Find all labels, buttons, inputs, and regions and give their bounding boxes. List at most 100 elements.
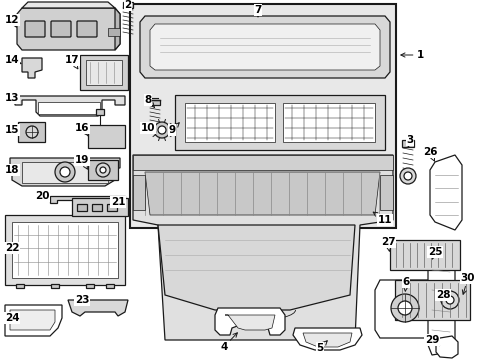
Bar <box>106 284 114 288</box>
Polygon shape <box>22 162 108 183</box>
Bar <box>77 203 87 211</box>
Text: 26: 26 <box>422 147 436 161</box>
Polygon shape <box>22 58 42 78</box>
Polygon shape <box>50 196 125 203</box>
Polygon shape <box>12 222 118 278</box>
Bar <box>401 139 413 147</box>
Text: 28: 28 <box>435 290 449 300</box>
Text: 25: 25 <box>427 247 441 259</box>
Polygon shape <box>88 160 118 180</box>
Polygon shape <box>158 225 354 310</box>
Polygon shape <box>10 158 120 186</box>
Polygon shape <box>86 60 122 85</box>
FancyBboxPatch shape <box>25 21 45 37</box>
Polygon shape <box>15 96 125 116</box>
Polygon shape <box>394 280 469 320</box>
Polygon shape <box>435 336 457 358</box>
Polygon shape <box>184 103 274 142</box>
Polygon shape <box>5 215 125 285</box>
Polygon shape <box>145 172 379 215</box>
Circle shape <box>55 162 75 182</box>
Circle shape <box>440 291 458 309</box>
Polygon shape <box>379 175 392 210</box>
FancyBboxPatch shape <box>77 21 97 37</box>
Text: 5: 5 <box>316 341 326 353</box>
Circle shape <box>60 167 70 177</box>
Bar <box>130 4 395 228</box>
Text: 22: 22 <box>5 243 19 253</box>
Polygon shape <box>72 198 128 216</box>
Text: 11: 11 <box>372 212 391 225</box>
Text: 3: 3 <box>406 135 413 147</box>
Text: 14: 14 <box>5 55 21 65</box>
Polygon shape <box>389 240 459 270</box>
Polygon shape <box>133 175 145 210</box>
Text: 27: 27 <box>380 237 394 251</box>
Circle shape <box>100 167 106 173</box>
Polygon shape <box>427 250 454 355</box>
Text: 4: 4 <box>220 333 237 352</box>
Circle shape <box>399 168 415 184</box>
Polygon shape <box>38 102 100 114</box>
Text: 20: 20 <box>35 191 50 201</box>
Polygon shape <box>292 328 361 350</box>
Bar <box>92 203 102 211</box>
Polygon shape <box>150 24 379 70</box>
Polygon shape <box>68 300 128 316</box>
Text: 8: 8 <box>144 95 154 107</box>
Text: 18: 18 <box>5 165 19 175</box>
Bar <box>150 99 160 104</box>
Polygon shape <box>10 310 55 330</box>
Polygon shape <box>115 8 120 50</box>
Polygon shape <box>133 155 392 170</box>
Bar <box>107 203 117 211</box>
Circle shape <box>158 126 165 134</box>
Polygon shape <box>22 2 115 8</box>
Bar <box>123 2 133 8</box>
Bar <box>51 284 59 288</box>
Text: 30: 30 <box>460 273 474 294</box>
Polygon shape <box>88 125 125 148</box>
Bar <box>86 284 94 288</box>
Bar <box>16 284 24 288</box>
Circle shape <box>445 296 453 304</box>
Polygon shape <box>175 95 384 150</box>
Text: 10: 10 <box>141 123 156 133</box>
Text: 13: 13 <box>5 93 19 103</box>
Text: 24: 24 <box>5 313 19 323</box>
Text: 7: 7 <box>254 5 261 17</box>
Polygon shape <box>140 16 389 78</box>
Text: 21: 21 <box>110 197 125 207</box>
Polygon shape <box>17 8 120 50</box>
Text: 6: 6 <box>402 277 409 291</box>
Polygon shape <box>215 308 285 335</box>
Text: 16: 16 <box>75 123 89 136</box>
Circle shape <box>96 163 110 177</box>
Text: 1: 1 <box>400 50 423 60</box>
Polygon shape <box>224 315 274 330</box>
Text: 29: 29 <box>424 335 439 346</box>
Polygon shape <box>108 28 120 36</box>
Text: 15: 15 <box>5 125 19 135</box>
Circle shape <box>26 126 38 138</box>
Circle shape <box>403 172 411 180</box>
Polygon shape <box>303 333 351 347</box>
Polygon shape <box>429 155 461 230</box>
Text: 9: 9 <box>168 123 179 135</box>
Circle shape <box>397 301 411 315</box>
Text: 19: 19 <box>75 155 89 169</box>
Text: 23: 23 <box>75 295 89 305</box>
Polygon shape <box>18 122 45 142</box>
FancyBboxPatch shape <box>51 21 71 37</box>
Polygon shape <box>5 305 62 336</box>
Circle shape <box>390 294 418 322</box>
Text: 17: 17 <box>64 55 79 69</box>
Polygon shape <box>133 155 392 340</box>
Polygon shape <box>283 103 374 142</box>
Circle shape <box>154 122 170 138</box>
Polygon shape <box>374 280 434 338</box>
Text: 12: 12 <box>5 15 19 27</box>
Polygon shape <box>80 55 128 90</box>
Text: 2: 2 <box>124 0 131 10</box>
Bar <box>96 109 104 115</box>
